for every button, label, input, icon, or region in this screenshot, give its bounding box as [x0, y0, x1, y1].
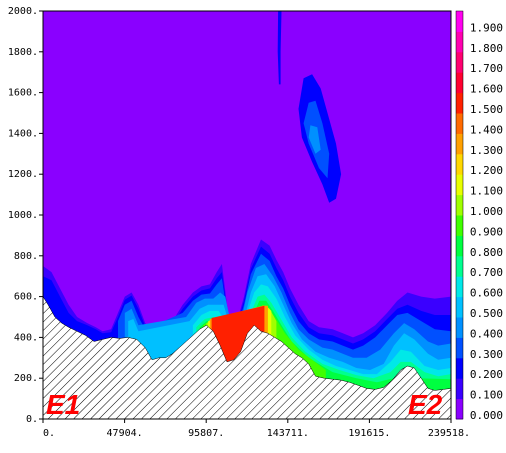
colorbar-label-15: 1.500 [470, 103, 503, 116]
colorbar-label-6: 0.600 [470, 287, 503, 300]
colorbar: 0.000 0.100 0.200 0.300 0.400 0.500 0.600 0.700… [455, 10, 503, 422]
y-tick-label-2: 400. [14, 332, 38, 343]
colorbar-label-13: 1.300 [470, 144, 503, 157]
colorbar-swatch-7 [456, 255, 463, 277]
x-axis: 0. 47904. 95807. 143711. 191615. 239518. [42, 419, 470, 439]
colorbar-label-17: 1.700 [470, 62, 503, 75]
colorbar-label-3: 0.300 [470, 348, 503, 361]
x-tick-label-5: 239518. [428, 428, 470, 439]
colorbar-swatch-17 [456, 51, 463, 73]
plot-area [43, 11, 451, 419]
colorbar-swatch-6 [456, 276, 463, 298]
y-tick-label-3: 600. [14, 292, 38, 303]
colorbar-swatch-5 [456, 296, 463, 318]
colorbar-label-18: 1.800 [470, 42, 503, 55]
colorbar-label-4: 0.400 [470, 327, 503, 340]
x-tick-label-4: 191615. [348, 428, 390, 439]
x-tick-label-0: 0. [43, 428, 55, 439]
colorbar-label-7: 0.700 [470, 266, 503, 279]
colorbar-swatch-1 [456, 378, 463, 400]
y-tick-label-6: 1200. [8, 169, 38, 180]
upper-streak [277, 11, 282, 85]
colorbar-swatch-12 [456, 153, 463, 175]
colorbar-swatch-0 [456, 398, 463, 420]
colorbar-label-10: 1.000 [470, 205, 503, 218]
colorbar-label-2: 0.200 [470, 368, 503, 381]
y-axis: 0. 200. 400. 600. 800. 1000. 1200. 1400. 1600. 18… [8, 6, 43, 425]
colorbar-label-9: 0.900 [470, 225, 503, 238]
colorbar-label-19: 1.900 [470, 21, 503, 34]
upper-feature [277, 11, 342, 203]
colorbar-swatch-14 [456, 113, 463, 134]
colorbar-swatch-16 [456, 72, 463, 94]
corner-label-left: E1 [46, 389, 80, 420]
y-tick-label-10: 2000. [8, 6, 38, 17]
colorbar-swatch-15 [456, 92, 463, 114]
y-tick-label-8: 1600. [8, 88, 38, 99]
x-tick-label-3: 143711. [267, 428, 309, 439]
colorbar-label-1: 0.100 [470, 389, 503, 402]
colorbar-swatch-3 [456, 337, 463, 359]
colorbar-swatch-11 [456, 174, 463, 196]
y-tick-label-7: 1400. [8, 128, 38, 139]
colorbar-swatch-19 [456, 11, 463, 32]
colorbar-frame [455, 10, 464, 420]
colorbar-label-0: 0.000 [470, 409, 503, 422]
colorbar-swatch-9 [456, 215, 463, 236]
y-tick-label-1: 200. [14, 373, 38, 384]
y-tick-label-4: 800. [14, 251, 38, 262]
colorbar-swatch-13 [456, 133, 463, 155]
colorbar-swatch-4 [456, 317, 463, 338]
terrain-hatch [43, 296, 451, 419]
colorbar-swatch-10 [456, 194, 463, 216]
corner-label-right: E2 [408, 389, 443, 420]
colorbar-swatch-18 [456, 31, 463, 53]
upper-blob-core [308, 125, 321, 154]
colorbar-label-11: 1.100 [470, 185, 503, 198]
colorbar-label-12: 1.200 [470, 164, 503, 177]
colorbar-label-16: 1.600 [470, 83, 503, 96]
colorbar-label-8: 0.800 [470, 246, 503, 259]
colorbar-swatch-2 [456, 357, 463, 379]
colorbar-swatch-8 [456, 235, 463, 257]
x-tick-label-2: 95807. [188, 428, 224, 439]
y-tick-label-0: 0. [26, 414, 38, 425]
y-tick-label-5: 1000. [8, 210, 38, 221]
colorbar-label-14: 1.400 [470, 123, 503, 136]
x-tick-label-1: 47904. [107, 428, 143, 439]
colorbar-label-5: 0.500 [470, 307, 503, 320]
y-tick-label-9: 1800. [8, 47, 38, 58]
